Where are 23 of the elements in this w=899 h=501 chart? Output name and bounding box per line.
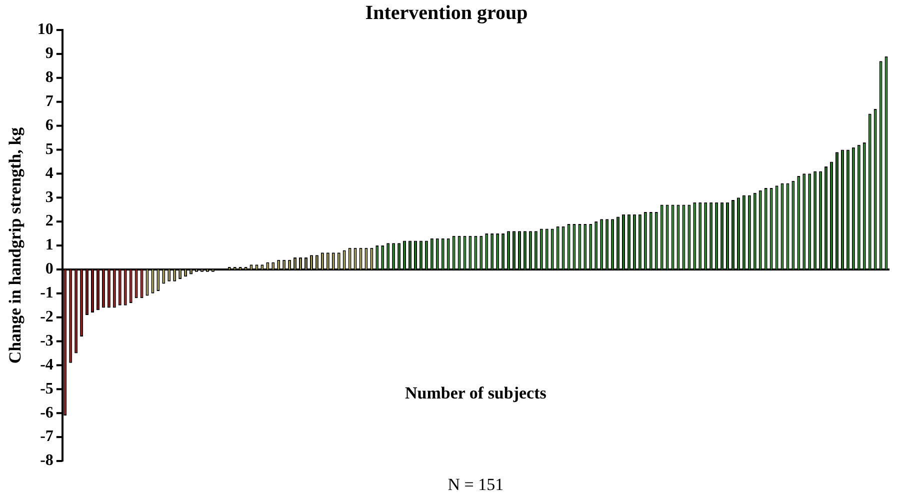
y-tick-label: -8 [40, 452, 54, 470]
y-tick-label: -1 [40, 284, 54, 302]
y-tick-label: 5 [45, 140, 54, 158]
y-tick-label: 9 [45, 45, 54, 62]
y-tick-label: 4 [45, 164, 54, 182]
y-tick-label: -6 [40, 404, 54, 422]
y-tick-label: 6 [45, 116, 54, 134]
y-tick-label: 1 [45, 236, 54, 254]
y-axis-title: Change in handgrip strength, kg [6, 126, 25, 364]
y-tick-label: -5 [40, 380, 54, 398]
text: N = 151 [448, 475, 504, 494]
y-tick-label: 7 [45, 92, 54, 110]
y-tick-label: -7 [40, 428, 54, 446]
x-axis-title: Number of subjects [405, 384, 547, 403]
y-tick-label: 10 [37, 21, 54, 38]
y-tick-label: -2 [40, 308, 54, 326]
chart-title: Intervention group [365, 2, 528, 24]
y-tick-label: -3 [40, 332, 54, 350]
y-tick-label: -4 [40, 356, 54, 374]
y-tick-label: 3 [45, 188, 54, 206]
y-tick-label: 0 [45, 260, 54, 278]
y-tick-label: 2 [45, 212, 54, 230]
y-tick-label: 8 [45, 69, 54, 86]
